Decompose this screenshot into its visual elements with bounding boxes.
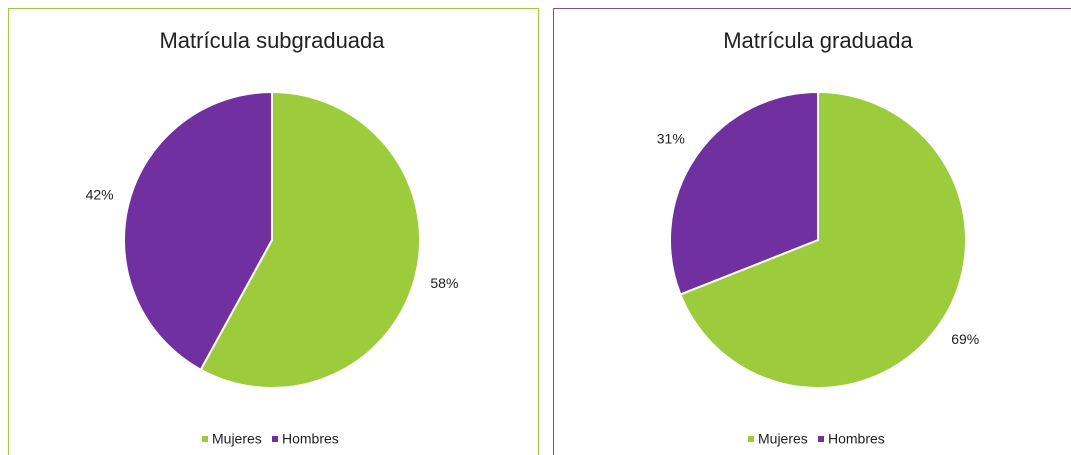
chart-title: Matrícula graduada <box>723 28 913 53</box>
data-label: 69% <box>951 331 979 347</box>
legend-swatch <box>748 436 754 442</box>
legend-swatch <box>202 436 208 442</box>
legend-label: Hombres <box>282 431 339 447</box>
data-label: 58% <box>430 275 458 291</box>
pie-slice <box>199 90 421 389</box>
legend-swatch <box>818 436 824 442</box>
pie-slice <box>679 90 967 389</box>
legend-swatch <box>272 436 278 442</box>
pie-slice <box>123 90 273 372</box>
legend-label: Hombres <box>828 431 885 447</box>
pie-slice <box>669 90 819 296</box>
legend-label: Mujeres <box>758 431 808 447</box>
legend-label: Mujeres <box>212 431 262 447</box>
chart-title: Matrícula subgraduada <box>159 28 385 53</box>
data-label: 42% <box>86 186 114 202</box>
data-label: 31% <box>657 131 685 147</box>
